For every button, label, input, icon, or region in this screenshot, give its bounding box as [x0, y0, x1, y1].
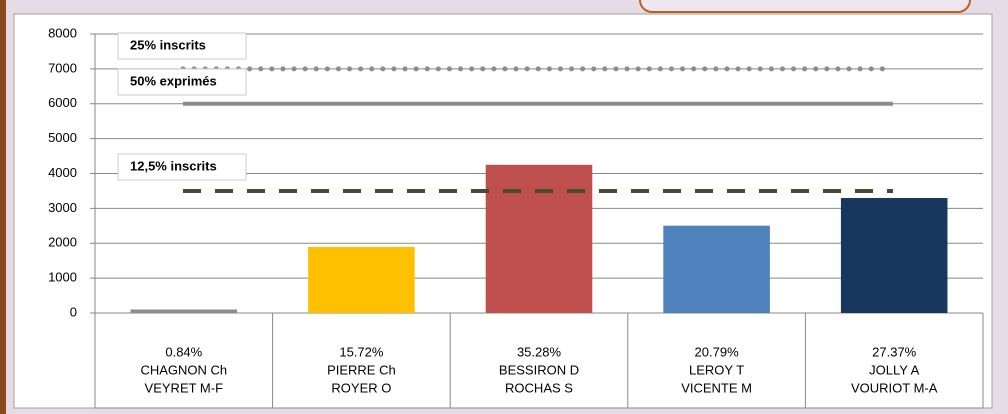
y-tick-label: 8000	[48, 25, 77, 40]
share-label: 20.79%	[695, 344, 740, 359]
reference-label: 25% inscrits	[130, 37, 206, 52]
share-label: 27.37%	[872, 344, 917, 359]
x-tick-label: ROYER O	[331, 380, 391, 395]
y-tick-label: 1000	[48, 270, 77, 285]
bar	[663, 225, 770, 313]
x-tick-label: PIERRE Ch	[327, 362, 396, 377]
y-tick-label: 2000	[48, 235, 77, 250]
reference-label: 50% exprimés	[130, 73, 217, 88]
y-tick-label: 7000	[48, 60, 77, 75]
top-box	[639, 0, 971, 13]
label-box	[117, 32, 247, 60]
share-label: 0.84%	[165, 344, 202, 359]
bar	[308, 246, 415, 313]
bar	[485, 164, 593, 313]
y-tick-label: 5000	[48, 130, 77, 145]
bar	[840, 198, 948, 313]
x-tick-label: VOURIOT M-A	[851, 380, 938, 395]
x-tick-label: LEROY T	[689, 362, 744, 377]
y-tick-label: 0	[70, 304, 77, 319]
y-tick-label: 4000	[48, 165, 77, 180]
x-tick-label: BESSIRON D	[499, 362, 579, 377]
label-box	[117, 68, 247, 96]
y-tick-label: 3000	[48, 200, 77, 215]
x-tick-label: VEYRET M-F	[145, 380, 224, 395]
x-tick-label: JOLLY A	[869, 362, 919, 377]
label-box	[117, 153, 247, 181]
reference-label: 12,5% inscrits	[130, 158, 217, 173]
left-border	[0, 0, 6, 414]
share-label: 15.72%	[339, 344, 384, 359]
x-tick-label: VICENTE M	[681, 380, 752, 395]
y-tick-label: 6000	[48, 95, 77, 110]
bar	[130, 309, 238, 313]
share-label: 35.28%	[517, 344, 562, 359]
x-tick-label: ROCHAS S	[505, 380, 573, 395]
x-tick-label: CHAGNON Ch	[140, 362, 227, 377]
